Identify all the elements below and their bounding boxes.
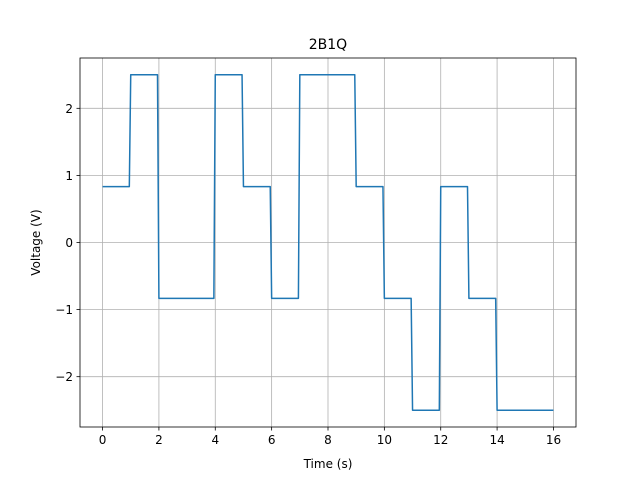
y-axis-label: Voltage (V) — [29, 209, 43, 275]
y-tick-label: 0 — [65, 236, 73, 250]
x-tick-label: 16 — [546, 433, 561, 447]
series-line-0 — [102, 74, 554, 411]
x-tick-label: 0 — [99, 433, 107, 447]
x-axis-label: Time (s) — [303, 457, 353, 471]
y-tick-label: −1 — [55, 303, 73, 317]
x-tick-label: 10 — [377, 433, 392, 447]
x-tick-label: 12 — [433, 433, 448, 447]
x-tick-label: 2 — [155, 433, 163, 447]
plot-area — [102, 74, 554, 411]
chart-title: 2B1Q — [309, 37, 347, 53]
x-tick-label: 4 — [211, 433, 219, 447]
x-tick-label: 6 — [268, 433, 276, 447]
grid — [80, 58, 576, 427]
x-tick-label: 14 — [489, 433, 504, 447]
y-tick-label: 1 — [65, 169, 73, 183]
y-tick-label: −2 — [55, 370, 73, 384]
y-tick-label: 2 — [65, 102, 73, 116]
x-tick-label: 8 — [324, 433, 332, 447]
